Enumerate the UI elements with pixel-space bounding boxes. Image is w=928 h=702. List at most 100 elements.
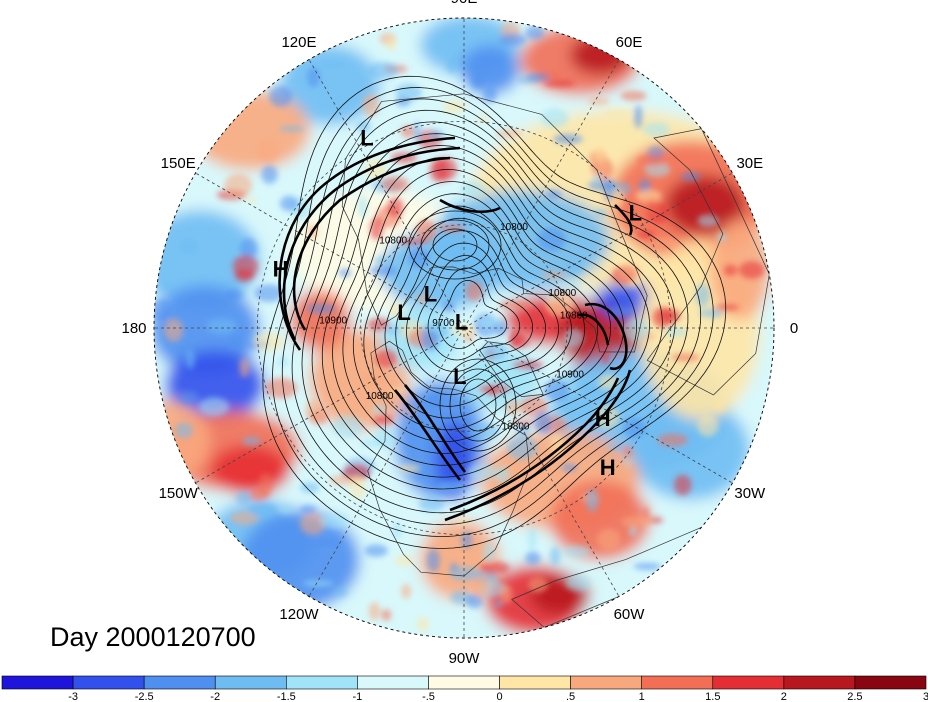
low-contour [408,210,502,280]
anomaly-speck [528,527,537,551]
contour-label: 10900 [556,370,584,381]
anomaly-blob [154,400,210,480]
anomaly-speck [671,353,700,362]
anomaly-speck [413,121,422,143]
anomaly-speck [594,142,607,166]
anomaly-speck [585,488,599,512]
anomaly-speck [254,284,284,303]
anomaly-blob [280,45,380,125]
anomaly-speck [636,154,667,167]
anomaly-speck [229,334,243,349]
anomaly-speck [300,505,317,514]
low-contour [420,219,490,271]
anomaly-speck [583,387,604,394]
anomaly-speck [305,399,326,422]
contour-labels: 10800 10800 10800 10900 9700 10800 10900 10800 1… [319,222,588,432]
anomaly-speck [561,463,578,472]
contour-label: 10900 [319,315,347,326]
anomaly-speck [621,318,650,342]
longitude-label-lon-150e: 150E [161,155,196,172]
anomaly-speck [320,61,347,68]
colorbar-swatch [214,675,287,690]
height-contour [332,156,638,466]
anomaly-speck [253,332,285,352]
anomaly-speck [232,254,259,279]
anomaly-speck [225,289,243,301]
height-contour [352,181,611,443]
anomaly-speck [386,36,397,51]
colorbar-swatch [428,675,500,690]
colorbar-swatch [499,675,571,690]
anomaly-speck [563,328,584,348]
height-contour [262,75,727,549]
anomaly-speck [401,583,411,599]
anomaly-speck [373,256,393,265]
high-center-label: H [273,256,289,281]
longitude-label-lon-0: 0 [790,320,798,337]
anomaly-speck [246,196,257,203]
anomaly-speck [478,114,489,123]
longitude-labels: 90E 60E 30E 0 30W 60W 90W 120W 150W 180 150E 120E [121,0,798,667]
longitude-label-lon-60e: 60E [616,34,643,51]
anomaly-speck [587,97,610,105]
anomaly-speck [537,227,566,252]
anomaly-speck [257,140,279,163]
anomaly-speck [320,512,349,529]
contour-label: 10800 [500,222,528,233]
height-contour [301,121,676,502]
anomaly-speck [175,422,193,439]
colorbar-tick-label: 2 [781,691,787,702]
anomaly-speck [543,79,575,88]
anomaly-speck [362,93,379,117]
anomaly-speck [540,108,569,128]
anomaly-speck [697,414,719,437]
meridian-line [195,327,465,484]
low-center-label: L [424,281,437,306]
anomaly-speck [644,198,659,215]
anomaly-speck [648,517,664,524]
anomaly-speck [154,298,171,322]
anomaly-speck [277,505,295,514]
anomaly-speck [712,397,727,413]
low-center-label: L [455,310,468,335]
colorbar-swatch [286,675,358,690]
anomaly-speck [486,387,499,396]
anomaly-speck [613,460,634,478]
height-contour [311,133,663,490]
height-contour [395,230,560,395]
meridian-line [463,327,733,484]
anomaly-speck [593,208,608,216]
anomaly-speck [673,474,692,496]
jet-contours [278,136,633,522]
anomaly-speck [633,562,662,571]
low-center-label: L [453,364,466,389]
height-contour [438,279,508,349]
colorbar-swatch [641,675,714,690]
anomaly-speck [235,491,253,505]
anomaly-speck [526,73,551,82]
anomaly-speck [499,584,513,604]
anomaly-speck [723,264,738,276]
anomaly-speck [608,443,627,451]
anomaly-speck [651,236,678,248]
anomaly-speck [634,104,643,129]
longitude-label-lon-30w: 30W [734,485,766,502]
anomaly-speck [392,521,403,540]
anomaly-blob [210,445,290,495]
anomaly-speck [307,67,321,88]
map-boundary [153,17,775,639]
anomaly-speck [597,528,621,551]
meridian-line [463,327,620,597]
anomaly-speck [494,465,510,484]
anomaly-speck [364,544,388,557]
colorbar-tick-label: -2.5 [135,691,154,702]
colorbar-swatch [357,675,429,690]
anomaly-speck [542,271,567,279]
height-contour [321,145,650,478]
anomaly-speck [224,173,253,198]
figure-title: Day 2000120700 [50,622,256,652]
anomaly-speck [643,122,670,137]
anomaly-speck [299,512,326,535]
anomaly-speck [368,602,381,621]
